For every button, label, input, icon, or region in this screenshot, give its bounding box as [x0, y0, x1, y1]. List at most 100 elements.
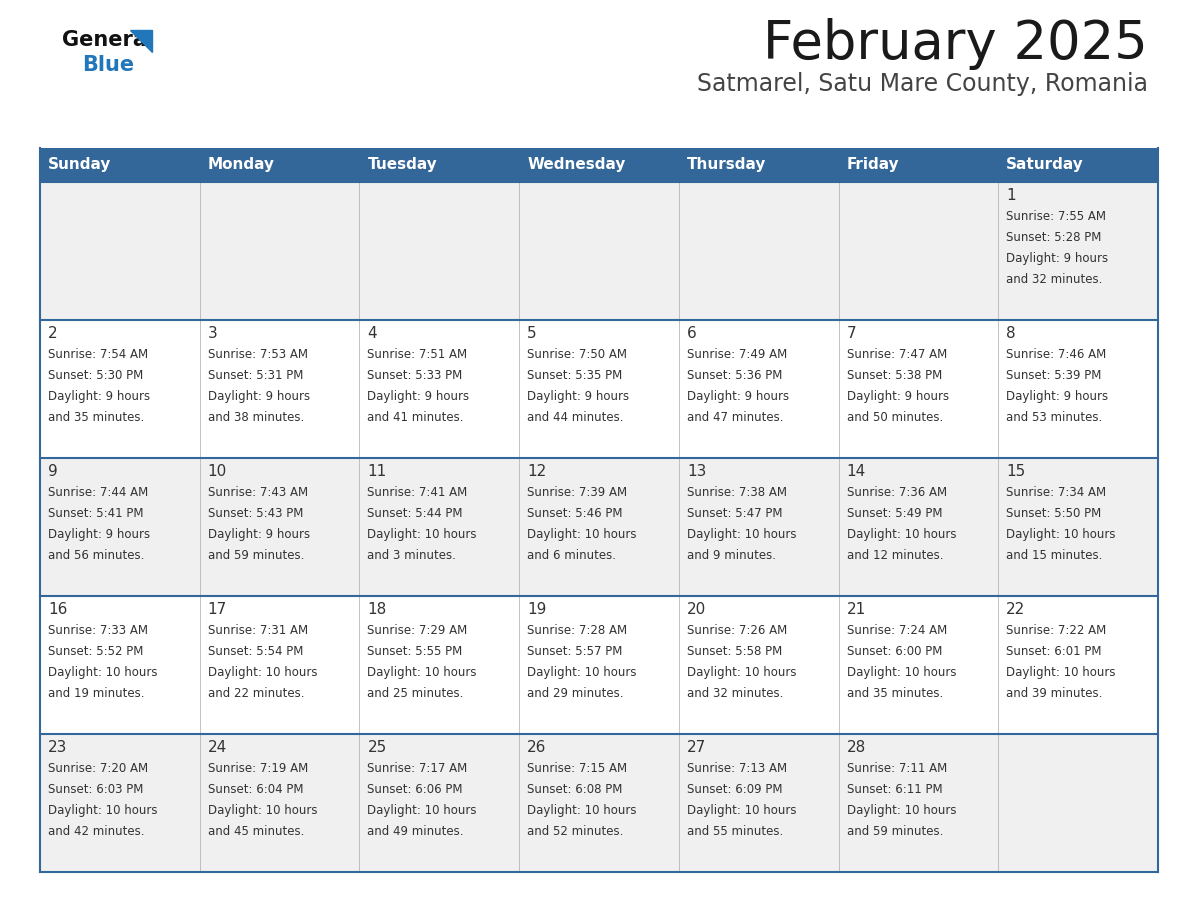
Text: 14: 14	[847, 464, 866, 479]
Text: Sunset: 6:04 PM: Sunset: 6:04 PM	[208, 783, 303, 796]
Text: Sunrise: 7:49 AM: Sunrise: 7:49 AM	[687, 348, 788, 361]
Text: 18: 18	[367, 602, 386, 617]
Text: Blue: Blue	[82, 55, 134, 75]
Text: Sunrise: 7:28 AM: Sunrise: 7:28 AM	[527, 624, 627, 637]
Bar	[40, 320, 1158, 458]
Text: Sunset: 5:28 PM: Sunset: 5:28 PM	[1006, 231, 1101, 244]
Text: Sunset: 5:54 PM: Sunset: 5:54 PM	[208, 645, 303, 658]
Text: Daylight: 10 hours: Daylight: 10 hours	[687, 804, 796, 817]
Text: Sunrise: 7:41 AM: Sunrise: 7:41 AM	[367, 486, 468, 499]
Text: and 50 minutes.: and 50 minutes.	[847, 411, 943, 424]
Text: Daylight: 10 hours: Daylight: 10 hours	[527, 666, 637, 679]
Text: Daylight: 10 hours: Daylight: 10 hours	[367, 666, 476, 679]
Text: General: General	[62, 30, 154, 50]
Text: 1: 1	[1006, 188, 1016, 203]
Text: Daylight: 10 hours: Daylight: 10 hours	[687, 528, 796, 541]
Text: Daylight: 9 hours: Daylight: 9 hours	[48, 528, 150, 541]
Bar	[200, 148, 360, 182]
Text: 27: 27	[687, 740, 706, 755]
Text: Thursday: Thursday	[687, 158, 766, 173]
Text: Sunset: 5:36 PM: Sunset: 5:36 PM	[687, 369, 782, 382]
Text: 13: 13	[687, 464, 706, 479]
Text: Daylight: 10 hours: Daylight: 10 hours	[527, 528, 637, 541]
Text: and 39 minutes.: and 39 minutes.	[1006, 687, 1102, 700]
Text: Daylight: 10 hours: Daylight: 10 hours	[367, 804, 476, 817]
Text: Sunrise: 7:33 AM: Sunrise: 7:33 AM	[48, 624, 148, 637]
Text: Sunrise: 7:36 AM: Sunrise: 7:36 AM	[847, 486, 947, 499]
Text: Sunrise: 7:46 AM: Sunrise: 7:46 AM	[1006, 348, 1106, 361]
Text: Sunset: 5:39 PM: Sunset: 5:39 PM	[1006, 369, 1101, 382]
Text: and 22 minutes.: and 22 minutes.	[208, 687, 304, 700]
Text: Sunrise: 7:55 AM: Sunrise: 7:55 AM	[1006, 210, 1106, 223]
Bar	[40, 596, 1158, 734]
Text: Daylight: 9 hours: Daylight: 9 hours	[48, 390, 150, 403]
Text: Sunset: 6:09 PM: Sunset: 6:09 PM	[687, 783, 783, 796]
Text: Sunset: 5:57 PM: Sunset: 5:57 PM	[527, 645, 623, 658]
Text: Sunrise: 7:19 AM: Sunrise: 7:19 AM	[208, 762, 308, 775]
Bar	[360, 148, 519, 182]
Text: 12: 12	[527, 464, 546, 479]
Text: and 55 minutes.: and 55 minutes.	[687, 825, 783, 838]
Text: Sunset: 6:11 PM: Sunset: 6:11 PM	[847, 783, 942, 796]
Text: Daylight: 10 hours: Daylight: 10 hours	[48, 804, 158, 817]
Polygon shape	[129, 30, 152, 52]
Text: 4: 4	[367, 326, 377, 341]
Text: 25: 25	[367, 740, 386, 755]
Text: Sunset: 5:44 PM: Sunset: 5:44 PM	[367, 507, 463, 520]
Text: 23: 23	[48, 740, 68, 755]
Bar	[519, 148, 678, 182]
Bar	[40, 458, 1158, 596]
Text: Sunrise: 7:17 AM: Sunrise: 7:17 AM	[367, 762, 468, 775]
Text: Daylight: 10 hours: Daylight: 10 hours	[208, 804, 317, 817]
Text: Sunrise: 7:26 AM: Sunrise: 7:26 AM	[687, 624, 788, 637]
Text: Sunset: 6:03 PM: Sunset: 6:03 PM	[48, 783, 144, 796]
Text: and 49 minutes.: and 49 minutes.	[367, 825, 465, 838]
Text: Sunrise: 7:47 AM: Sunrise: 7:47 AM	[847, 348, 947, 361]
Text: Sunset: 6:01 PM: Sunset: 6:01 PM	[1006, 645, 1101, 658]
Text: Daylight: 10 hours: Daylight: 10 hours	[687, 666, 796, 679]
Text: Sunset: 5:50 PM: Sunset: 5:50 PM	[1006, 507, 1101, 520]
Text: Daylight: 10 hours: Daylight: 10 hours	[847, 528, 956, 541]
Text: and 29 minutes.: and 29 minutes.	[527, 687, 624, 700]
Text: Sunset: 5:58 PM: Sunset: 5:58 PM	[687, 645, 782, 658]
Text: Sunrise: 7:38 AM: Sunrise: 7:38 AM	[687, 486, 786, 499]
Text: 5: 5	[527, 326, 537, 341]
Text: Sunrise: 7:31 AM: Sunrise: 7:31 AM	[208, 624, 308, 637]
Text: and 41 minutes.: and 41 minutes.	[367, 411, 465, 424]
Text: Sunset: 5:41 PM: Sunset: 5:41 PM	[48, 507, 144, 520]
Text: Friday: Friday	[847, 158, 899, 173]
Text: and 35 minutes.: and 35 minutes.	[847, 687, 943, 700]
Text: Daylight: 9 hours: Daylight: 9 hours	[1006, 252, 1108, 265]
Text: Daylight: 9 hours: Daylight: 9 hours	[208, 528, 310, 541]
Text: Daylight: 10 hours: Daylight: 10 hours	[208, 666, 317, 679]
Text: Sunset: 5:55 PM: Sunset: 5:55 PM	[367, 645, 462, 658]
Text: Sunset: 5:49 PM: Sunset: 5:49 PM	[847, 507, 942, 520]
Text: 15: 15	[1006, 464, 1025, 479]
Text: Sunset: 6:08 PM: Sunset: 6:08 PM	[527, 783, 623, 796]
Bar	[678, 148, 839, 182]
Text: Daylight: 9 hours: Daylight: 9 hours	[1006, 390, 1108, 403]
Text: Daylight: 9 hours: Daylight: 9 hours	[847, 390, 949, 403]
Text: Sunrise: 7:39 AM: Sunrise: 7:39 AM	[527, 486, 627, 499]
Text: Daylight: 10 hours: Daylight: 10 hours	[1006, 666, 1116, 679]
Text: Sunset: 5:33 PM: Sunset: 5:33 PM	[367, 369, 462, 382]
Text: Sunrise: 7:50 AM: Sunrise: 7:50 AM	[527, 348, 627, 361]
Bar	[839, 148, 998, 182]
Text: Saturday: Saturday	[1006, 158, 1083, 173]
Text: Sunrise: 7:11 AM: Sunrise: 7:11 AM	[847, 762, 947, 775]
Text: 22: 22	[1006, 602, 1025, 617]
Text: and 53 minutes.: and 53 minutes.	[1006, 411, 1102, 424]
Bar	[998, 148, 1158, 182]
Text: Sunset: 6:00 PM: Sunset: 6:00 PM	[847, 645, 942, 658]
Bar	[40, 182, 1158, 320]
Text: and 52 minutes.: and 52 minutes.	[527, 825, 624, 838]
Text: 16: 16	[48, 602, 68, 617]
Text: and 12 minutes.: and 12 minutes.	[847, 549, 943, 562]
Text: 20: 20	[687, 602, 706, 617]
Bar	[40, 148, 200, 182]
Text: Daylight: 9 hours: Daylight: 9 hours	[687, 390, 789, 403]
Text: Sunset: 5:31 PM: Sunset: 5:31 PM	[208, 369, 303, 382]
Text: and 44 minutes.: and 44 minutes.	[527, 411, 624, 424]
Text: Daylight: 9 hours: Daylight: 9 hours	[208, 390, 310, 403]
Text: Daylight: 9 hours: Daylight: 9 hours	[367, 390, 469, 403]
